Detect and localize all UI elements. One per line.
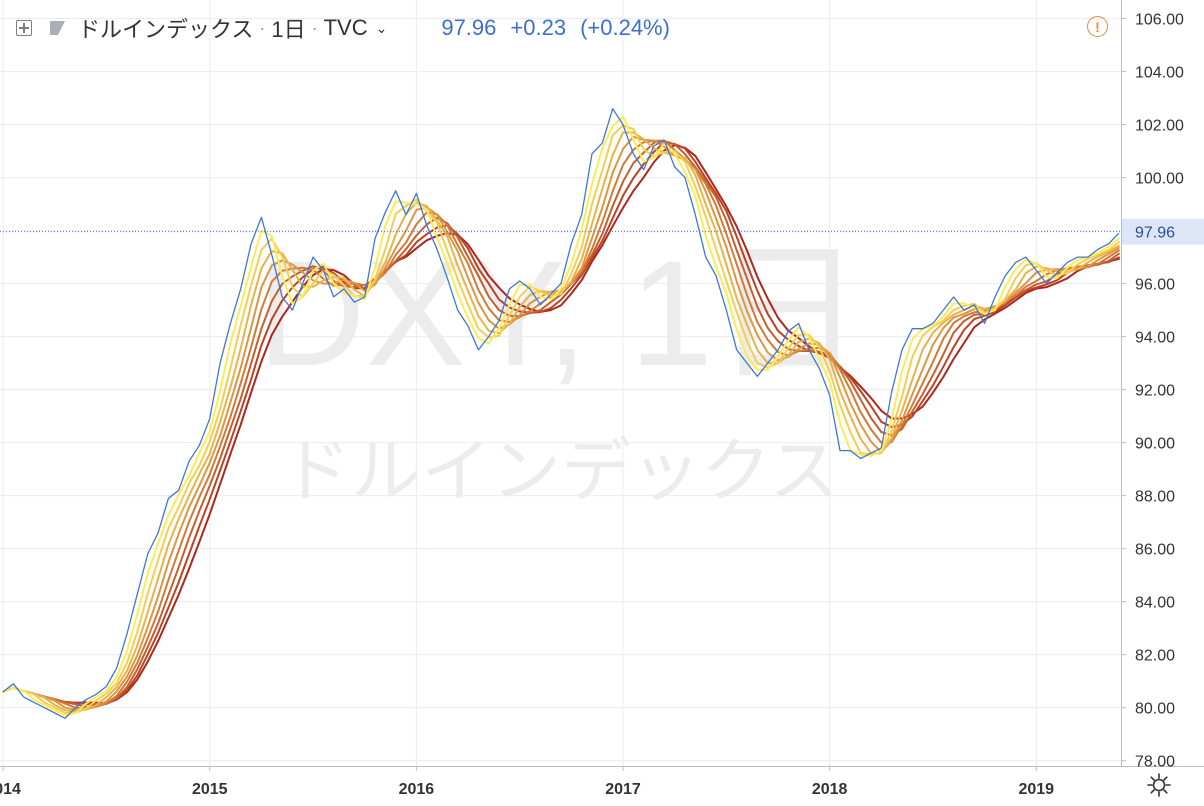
moving-average-line [2,141,1120,706]
y-tick-label: 102.00 [1135,118,1184,135]
separator-dot: · [259,17,266,38]
x-tick-label: 2014 [0,781,21,798]
chevron-down-icon[interactable]: ⌄ [375,19,388,36]
y-tick-label: 106.00 [1135,12,1184,29]
y-tick-label: 104.00 [1135,65,1184,82]
series-layer [2,108,1120,719]
y-tick-label: 78.00 [1135,754,1175,771]
moving-average-line [2,115,1120,717]
interval-label[interactable]: 1日 [271,17,306,42]
time-axis[interactable]: 2014 2015 2016 2017 2018 2019 [0,766,1054,798]
last-price-label-bg [1122,218,1204,245]
y-tick-label: 92.00 [1135,383,1175,400]
dxy-price-line [2,108,1120,719]
moving-average-ribbon [2,115,1120,717]
price-change-percent: (+0.24%) [580,15,670,40]
y-tick-label: 84.00 [1135,595,1175,612]
flag-icon [50,21,65,35]
last-price-value: 97.96 [441,15,497,40]
price-change: +0.23 [510,15,567,40]
collapse-icon[interactable] [16,20,32,36]
y-tick-label: 96.00 [1135,277,1175,294]
watermark-symbol: DXY, 1日 [257,229,863,397]
warning-icon[interactable]: ! [1087,16,1108,37]
source-label[interactable]: TVC [323,15,368,40]
x-tick-label: 2018 [812,781,848,798]
y-tick-label: 86.00 [1135,542,1175,559]
y-tick-label: 80.00 [1135,701,1175,718]
x-tick-label: 2016 [399,781,435,798]
y-tick-label: 94.00 [1135,330,1175,347]
last-price-marker: 97.96 [0,218,1204,245]
last-price-label: 97.96 [1135,225,1175,242]
x-tick-label: 2019 [1018,781,1054,798]
symbol-name[interactable]: ドルインデックス [78,17,254,42]
symbol-legend: ドルインデックス · 1日 · TVC ⌄ 97.96 +0.23 (+0.24… [16,12,670,44]
x-tick-label: 2015 [192,781,228,798]
moving-average-line [2,144,1120,704]
separator-dot: · [311,17,318,38]
watermark-name: ドルインデックス [281,430,839,512]
chart-grid [0,0,1121,766]
y-tick-label: 82.00 [1135,648,1175,665]
x-tick-label: 2017 [605,781,641,798]
y-tick-label: 100.00 [1135,171,1184,188]
y-tick-label: 88.00 [1135,489,1175,506]
price-summary: 97.96 +0.23 (+0.24%) [441,15,670,41]
settings-gear-icon[interactable] [1146,772,1172,798]
moving-average-line [2,135,1120,711]
y-tick-label: 90.00 [1135,436,1175,453]
